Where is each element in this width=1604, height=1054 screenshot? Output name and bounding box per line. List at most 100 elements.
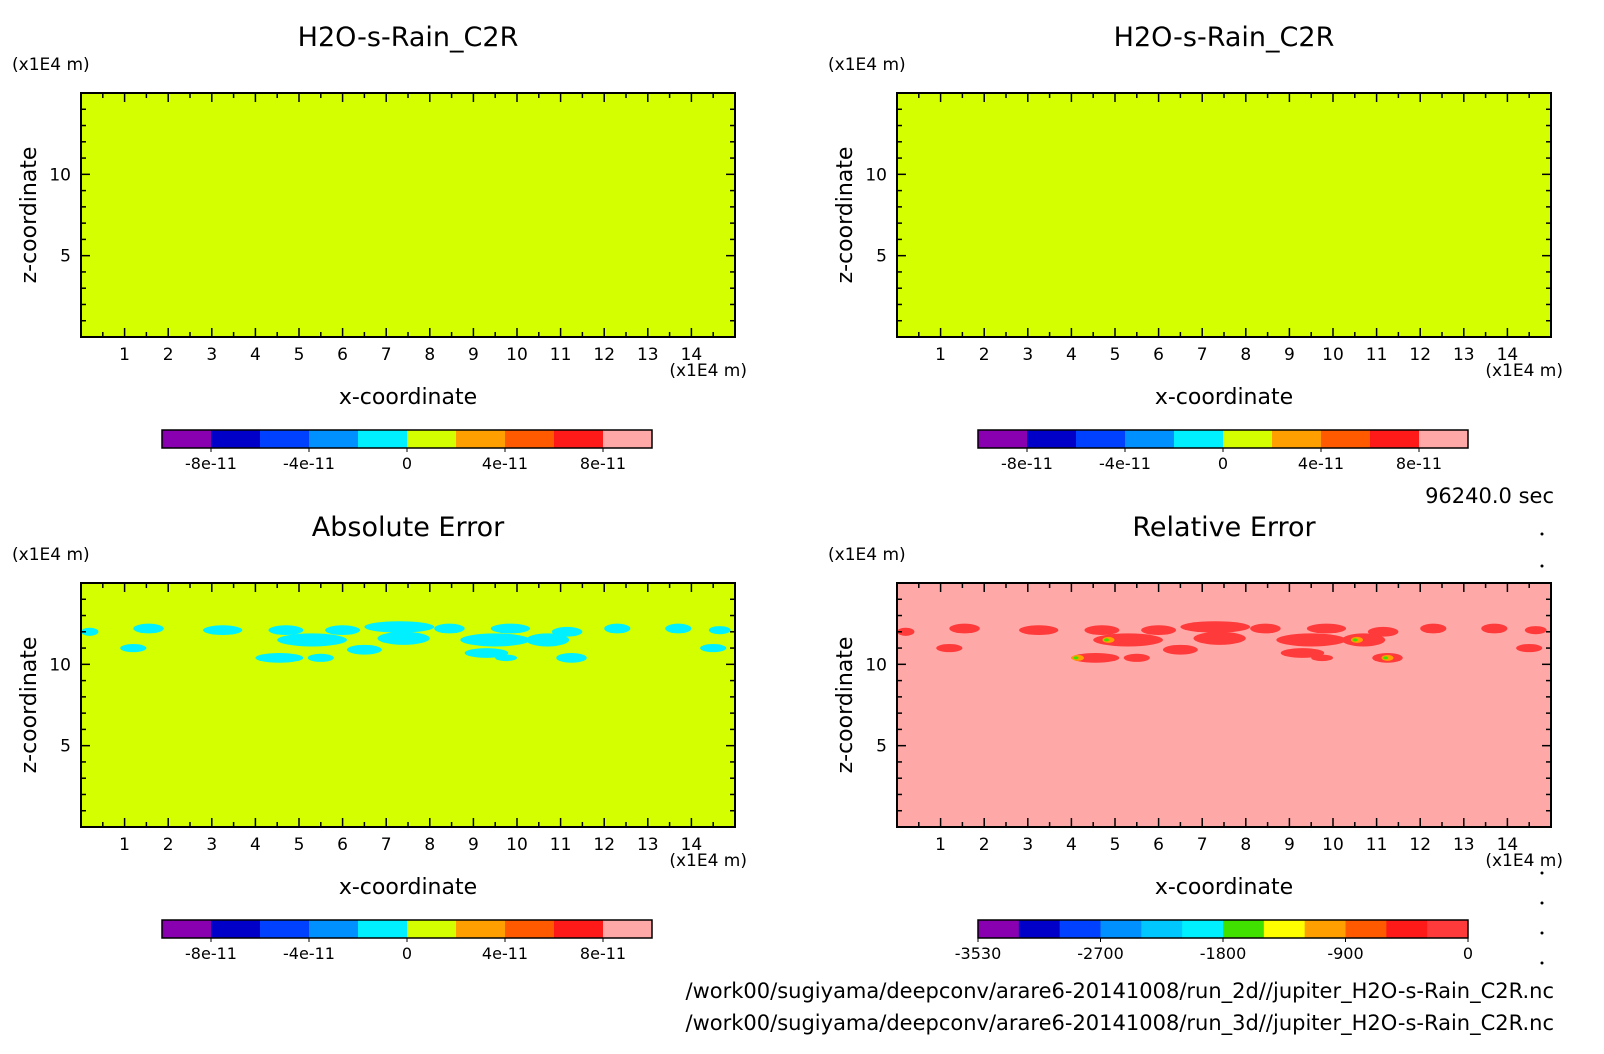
chart-panel-3: Absolute Error(x1E4 m)(x1E4 m)1 2 3 4 5 6 7 8 9 1… (12, 512, 747, 963)
error-patch (1123, 653, 1150, 662)
error-patch (1162, 644, 1198, 655)
y-tick-label: 10 (865, 655, 887, 675)
colorbar-tick-label: -4e-11 (283, 454, 335, 473)
x-tick-label: 11 (550, 345, 572, 365)
error-patch (1093, 633, 1163, 647)
y-tick-label: 10 (865, 165, 887, 185)
colorbar-segment (603, 430, 653, 448)
x-tick-label: 5 (294, 835, 305, 855)
x-tick-label: 3 (206, 835, 217, 855)
error-patch (936, 644, 963, 653)
x-unit-label: (x1E4 m) (1485, 361, 1563, 381)
x-tick-label: 7 (381, 345, 392, 365)
colorbar-segment (407, 430, 457, 448)
x-tick-label: 10 (506, 345, 528, 365)
colorbar-segment (407, 920, 457, 938)
colorbar-tick-label: -8e-11 (185, 944, 237, 963)
x-tick-label: 11 (1366, 345, 1388, 365)
x-unit-label: (x1E4 m) (669, 851, 747, 871)
x-axis-title: x-coordinate (1155, 385, 1293, 410)
y-unit-label: (x1E4 m) (12, 545, 90, 565)
y-unit-label: (x1E4 m) (828, 545, 906, 565)
x-tick-label: 13 (1453, 345, 1475, 365)
chart-title: H2O-s-Rain_C2R (298, 22, 519, 53)
error-patch (490, 623, 531, 634)
colorbar-tick-label: -2700 (1077, 944, 1124, 963)
error-patch (1019, 625, 1059, 636)
colorbar-segment (1263, 920, 1306, 938)
colorbar-segment (260, 920, 310, 938)
error-patch (268, 625, 304, 636)
y-unit-label: (x1E4 m) (12, 55, 90, 75)
error-patch (1306, 623, 1347, 634)
error-patch (1276, 633, 1347, 647)
x-tick-label: 8 (424, 345, 435, 365)
error-patch (434, 623, 465, 634)
error-patch (1180, 621, 1251, 633)
error-patch (556, 652, 587, 663)
colorbar-segment (358, 430, 408, 448)
error-patch (255, 652, 304, 663)
colorbar-tick-label: 8e-11 (1396, 454, 1442, 473)
colorbar-segment (1345, 920, 1387, 938)
error-patch (277, 633, 347, 647)
error-patch (1420, 623, 1447, 634)
x-tick-label: 3 (1022, 345, 1033, 365)
error-patch (1084, 625, 1120, 636)
error-patch (1193, 631, 1246, 645)
y-axis-title: z-coordinate (833, 147, 858, 284)
colorbar-segment (978, 430, 1028, 448)
x-tick-label: 2 (979, 835, 990, 855)
x-tick-label: 7 (381, 835, 392, 855)
colorbar-tick-label: -8e-11 (185, 454, 237, 473)
colorbar-tick-label: -3530 (955, 944, 1002, 963)
x-tick-label: 14 (1497, 835, 1519, 855)
colorbar-tick-label: -900 (1327, 944, 1363, 963)
x-tick-label: 9 (1284, 835, 1295, 855)
error-patch (551, 626, 583, 637)
error-patch (81, 627, 99, 636)
x-tick-label: 6 (1153, 835, 1164, 855)
colorbar-tick-label: 8e-11 (580, 944, 626, 963)
colorbar-segment (1027, 430, 1077, 448)
colorbar-segment (554, 430, 604, 448)
y-tick-label: 5 (876, 737, 887, 757)
error-patch (1516, 644, 1543, 653)
x-tick-label: 11 (1366, 835, 1388, 855)
x-tick-label: 6 (1153, 345, 1164, 365)
error-patch (1311, 654, 1333, 662)
x-tick-label: 11 (550, 835, 572, 855)
colorbar-segment (505, 430, 555, 448)
x-tick-label: 8 (1240, 345, 1251, 365)
colorbar-segment (309, 430, 359, 448)
error-patch (1141, 625, 1177, 636)
x-tick-label: 3 (206, 345, 217, 365)
colorbar-tick-label: 4e-11 (482, 454, 528, 473)
error-patch (364, 621, 435, 633)
x-tick-label: 2 (163, 835, 174, 855)
x-tick-label: 7 (1197, 345, 1208, 365)
colorbar-tick-label: -8e-11 (1001, 454, 1053, 473)
y-axis-title: z-coordinate (833, 637, 858, 774)
colorbar-segment (1223, 430, 1273, 448)
x-tick-label: 14 (681, 345, 703, 365)
y-tick-label: 10 (49, 655, 71, 675)
x-tick-label: 9 (468, 835, 479, 855)
x-axis-title: x-coordinate (1155, 875, 1293, 900)
y-unit-label: (x1E4 m) (828, 55, 906, 75)
x-tick-label: 1 (935, 345, 946, 365)
plot-area (897, 583, 1551, 827)
colorbar-segment (456, 430, 506, 448)
colorbar-segment (1321, 430, 1371, 448)
x-tick-label: 13 (637, 835, 659, 855)
error-patch (1481, 623, 1508, 634)
x-tick-label: 2 (979, 345, 990, 365)
colorbar-tick-label: 0 (1463, 944, 1473, 963)
colorbar-segment (1125, 430, 1175, 448)
x-tick-label: 5 (294, 345, 305, 365)
colorbar-tick-label: 4e-11 (1298, 454, 1344, 473)
colorbar-segment (260, 430, 310, 448)
chart-panel-4: Relative Error(x1E4 m)(x1E4 m)1 2 3 4 5 6 7 8 9 1… (828, 512, 1563, 963)
colorbar-segment (603, 920, 653, 938)
